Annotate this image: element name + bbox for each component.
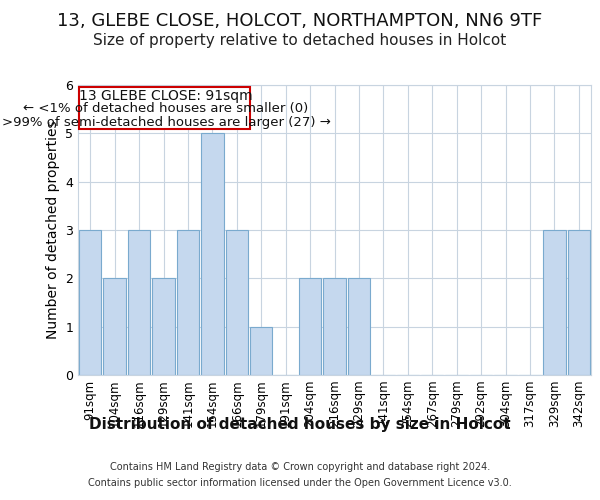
Bar [79, 230, 101, 375]
Text: >99% of semi-detached houses are larger (27) →: >99% of semi-detached houses are larger … [2, 116, 331, 130]
Bar [176, 230, 199, 375]
Bar [250, 326, 272, 375]
FancyBboxPatch shape [79, 88, 250, 128]
Bar [201, 134, 224, 375]
Text: 13, GLEBE CLOSE, HOLCOT, NORTHAMPTON, NN6 9TF: 13, GLEBE CLOSE, HOLCOT, NORTHAMPTON, NN… [58, 12, 542, 30]
Bar [347, 278, 370, 375]
Bar [568, 230, 590, 375]
Bar [323, 278, 346, 375]
Bar [128, 230, 151, 375]
Bar [152, 278, 175, 375]
Bar [543, 230, 566, 375]
Text: Distribution of detached houses by size in Holcot: Distribution of detached houses by size … [89, 418, 511, 432]
Bar [226, 230, 248, 375]
Text: Contains HM Land Registry data © Crown copyright and database right 2024.: Contains HM Land Registry data © Crown c… [110, 462, 490, 472]
Y-axis label: Number of detached properties: Number of detached properties [46, 120, 59, 340]
Text: 13 GLEBE CLOSE: 91sqm: 13 GLEBE CLOSE: 91sqm [79, 89, 253, 103]
Text: ← <1% of detached houses are smaller (0): ← <1% of detached houses are smaller (0) [23, 102, 308, 115]
Text: Size of property relative to detached houses in Holcot: Size of property relative to detached ho… [94, 32, 506, 48]
Bar [299, 278, 322, 375]
Text: Contains public sector information licensed under the Open Government Licence v3: Contains public sector information licen… [88, 478, 512, 488]
Bar [103, 278, 126, 375]
